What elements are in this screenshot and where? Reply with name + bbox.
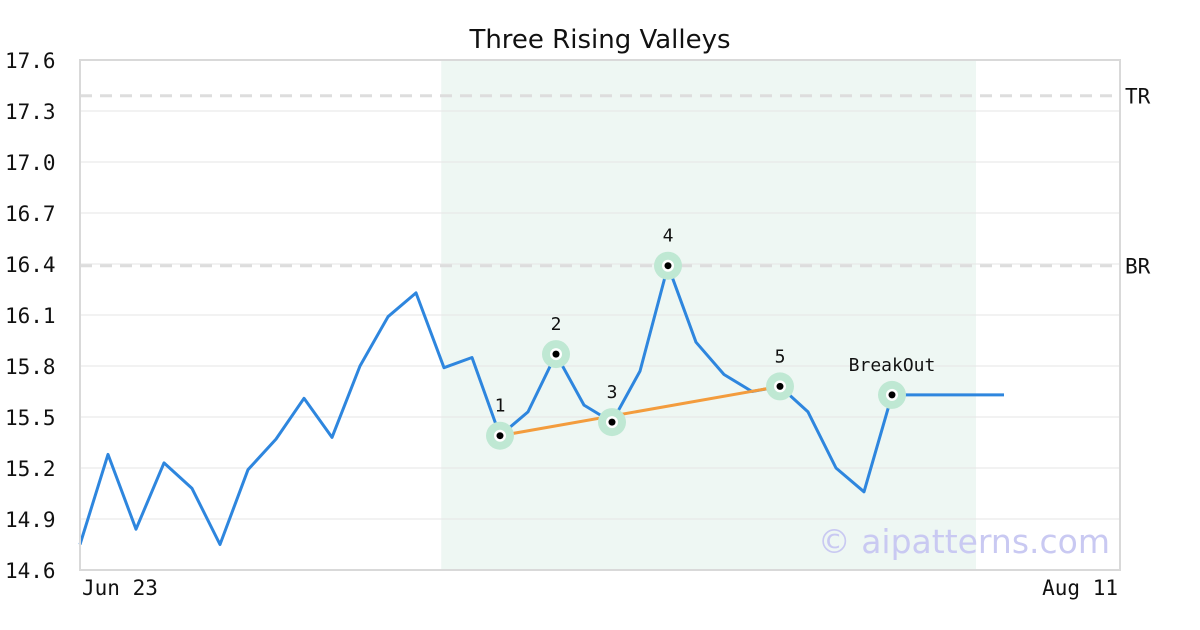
chart-title: Three Rising Valleys xyxy=(468,25,730,55)
y-tick-label: 17.0 xyxy=(5,151,56,175)
pattern-point-2 xyxy=(552,350,560,358)
y-tick-label: 15.2 xyxy=(5,457,56,481)
reference-label-br: BR xyxy=(1125,255,1151,279)
y-tick-label: 17.3 xyxy=(5,100,56,124)
pattern-point-5 xyxy=(776,382,784,390)
y-tick-label: 16.7 xyxy=(5,202,56,226)
pattern-point-1 xyxy=(496,432,504,440)
price-series-line xyxy=(78,264,1004,546)
reference-label-tr: TR xyxy=(1125,85,1151,109)
valley-trendline xyxy=(499,384,781,438)
x-tick-label-start: Jun 23 xyxy=(82,576,158,600)
pattern-point-3 xyxy=(608,418,616,426)
y-tick-label: 15.5 xyxy=(5,406,56,430)
pattern-point-4 xyxy=(664,262,672,270)
pattern-point-label: 5 xyxy=(775,346,786,367)
x-tick-label-end: Aug 11 xyxy=(1042,576,1118,600)
plot-frame xyxy=(79,59,1121,571)
pattern-point-breakout xyxy=(888,391,896,399)
y-tick-label: 14.9 xyxy=(5,508,56,532)
pattern-point-label: 4 xyxy=(663,226,674,247)
y-tick-label: 16.1 xyxy=(5,304,56,328)
y-tick-label: 16.4 xyxy=(5,253,56,277)
pattern-point-label: BreakOut xyxy=(849,355,936,376)
y-tick-label: 15.8 xyxy=(5,355,56,379)
y-tick-label: 14.6 xyxy=(5,559,56,583)
y-tick-label: 17.6 xyxy=(5,49,56,73)
watermark: © aipatterns.com xyxy=(818,522,1110,561)
pattern-point-label: 3 xyxy=(607,382,618,403)
pattern-point-label: 1 xyxy=(495,396,506,417)
pattern-point-label: 2 xyxy=(551,314,562,335)
